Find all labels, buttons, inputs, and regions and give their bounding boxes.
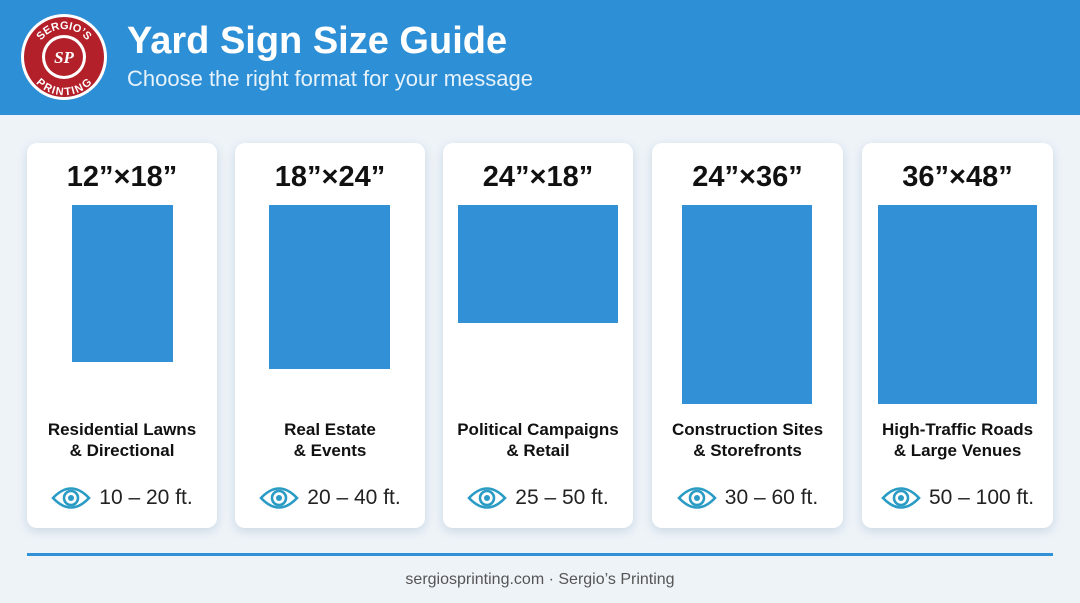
viewing-distance: 10 – 20 ft. — [27, 485, 217, 511]
eye-iris — [688, 489, 706, 507]
logo-inner — [45, 38, 83, 76]
use-line: & Retail — [506, 441, 570, 460]
viewing-distance: 25 – 50 ft. — [443, 485, 633, 511]
eye-pupil — [68, 495, 75, 501]
use-case: Residential Lawns & Directional — [27, 419, 217, 461]
size-card: 36”×48” High-Traffic Roads & Large Venues 5… — [862, 143, 1053, 528]
use-case: Real Estate & Events — [235, 419, 425, 461]
use-line: & Large Venues — [893, 441, 1022, 460]
viewing-distance: 20 – 40 ft. — [235, 485, 425, 511]
viewing-distance: 30 – 60 ft. — [652, 485, 843, 511]
distance-text: 20 – 40 ft. — [307, 486, 401, 509]
size-card: 24”×18” Political Campaigns & Retail 25 – 5… — [443, 143, 633, 528]
use-line: & Events — [293, 441, 367, 460]
size-card: 24”×36” Construction Sites & Storefronts 30… — [652, 143, 843, 528]
subtitle: Choose the right format for your message — [127, 66, 533, 91]
logo-monogram: SP — [54, 48, 74, 67]
distance-text: 30 – 60 ft. — [724, 486, 819, 509]
use-line: Construction Sites — [671, 420, 824, 439]
eye-iris — [478, 489, 496, 507]
distance-text: 25 – 50 ft. — [515, 486, 609, 509]
eye-pupil — [693, 495, 700, 501]
use-case: Construction Sites & Storefronts — [652, 419, 843, 461]
logo: SERGIO’S PRINTING SP — [21, 14, 107, 100]
eye-outline — [259, 487, 300, 509]
eye-iris — [892, 489, 910, 507]
sign-preview — [458, 205, 618, 323]
eye-outline — [51, 487, 92, 509]
eye-iris — [270, 489, 288, 507]
eye-icon — [677, 487, 717, 509]
sign-preview — [878, 205, 1037, 404]
use-line: Political Campaigns — [457, 420, 619, 439]
use-line: Residential Lawns — [47, 420, 197, 439]
use-case: High-Traffic Roads & Large Venues — [862, 419, 1053, 461]
sign-preview — [682, 205, 812, 404]
eye-icon — [51, 487, 92, 509]
use-line: High-Traffic Roads — [881, 420, 1034, 439]
eye-pupil — [276, 495, 283, 501]
eye-icon — [467, 487, 508, 509]
eye-icon — [259, 487, 300, 509]
eye-iris — [62, 489, 80, 507]
size-label: 24”×36” — [692, 161, 803, 193]
distance-text: 50 – 100 ft. — [928, 486, 1035, 509]
use-line: & Storefronts — [693, 441, 802, 460]
eye-outline — [467, 487, 508, 509]
eye-outline — [881, 487, 921, 509]
title: Yard Sign Size Guide — [127, 20, 508, 62]
header-bar: SERGIO’S PRINTING SP Yard Sign Size Guid… — [0, 0, 1080, 115]
size-label: 12”×18” — [66, 161, 178, 193]
sign-preview — [269, 205, 390, 369]
viewing-distance: 50 – 100 ft. — [862, 485, 1053, 511]
distance-text: 10 – 20 ft. — [99, 486, 193, 509]
eye-pupil — [897, 495, 904, 501]
use-line: & Directional — [69, 441, 175, 460]
eye-pupil — [484, 495, 491, 501]
use-case: Political Campaigns & Retail — [443, 419, 633, 461]
use-line: Real Estate — [284, 420, 376, 439]
eye-outline — [677, 487, 717, 509]
eye-icon — [881, 487, 921, 509]
size-label: 18”×24” — [274, 161, 386, 193]
size-card: 12”×18” Residential Lawns & Directional 10 … — [27, 143, 217, 528]
size-label: 24”×18” — [482, 161, 594, 193]
size-card: 18”×24” Real Estate & Events 20 – 40 ft. — [235, 143, 425, 528]
footer: sergiosprinting.com · Sergio’s Printing — [405, 571, 675, 588]
size-label: 36”×48” — [902, 161, 1013, 193]
sign-preview — [72, 205, 173, 362]
divider — [27, 553, 1053, 556]
